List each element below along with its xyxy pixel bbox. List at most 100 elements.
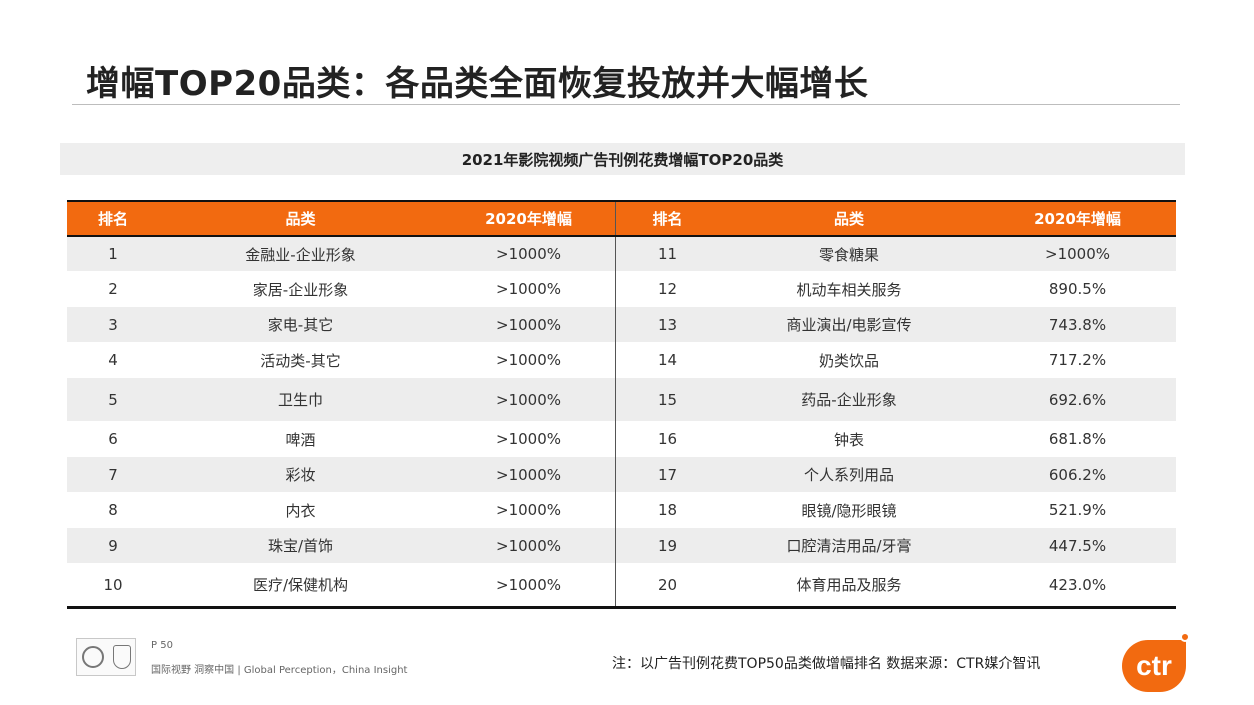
rank-cell: 12 bbox=[657, 280, 678, 298]
growth-cell: >1000% bbox=[496, 575, 561, 594]
category-cell: 家居-企业形象 bbox=[252, 280, 349, 299]
growth-cell: >1000% bbox=[496, 501, 561, 519]
growth-cell: 692.6% bbox=[1048, 390, 1107, 409]
table-bottom-rule bbox=[67, 606, 1176, 609]
category-cell: 卫生巾 bbox=[277, 391, 323, 409]
column-divider bbox=[615, 271, 616, 307]
rank-cell: 2 bbox=[108, 280, 118, 298]
column-divider bbox=[615, 457, 616, 492]
growth-cell: 717.2% bbox=[1048, 351, 1107, 369]
page-title: 增幅TOP20品类：各品类全面恢复投放并大幅增长 bbox=[86, 64, 869, 104]
category-cell: 活动类-其它 bbox=[260, 351, 341, 370]
table-row: 4 活动类-其它 >1000% 14 奶类饮品 717.2% bbox=[67, 342, 1176, 378]
category-cell: 药品-企业形象 bbox=[801, 391, 897, 409]
growth-cell: >1000% bbox=[496, 536, 561, 555]
header-category-left: 品类 bbox=[285, 210, 316, 228]
category-cell: 零食糖果 bbox=[818, 245, 879, 264]
growth-cell: >1000% bbox=[496, 280, 561, 298]
rank-cell: 17 bbox=[657, 465, 678, 484]
rank-cell: 19 bbox=[657, 536, 678, 555]
footer-tagline: 国际视野 洞察中国 | Global Perception，China Insi… bbox=[151, 665, 408, 676]
rank-cell: 7 bbox=[108, 465, 118, 484]
category-cell: 奶类饮品 bbox=[818, 351, 879, 370]
table-row: 5 卫生巾 >1000% 15 药品-企业形象 692.6% bbox=[67, 378, 1176, 421]
column-divider bbox=[615, 378, 616, 421]
table-row: 6 啤酒 >1000% 16 钟表 681.8% bbox=[67, 421, 1176, 457]
category-cell: 机动车相关服务 bbox=[796, 280, 902, 299]
table-header: 排名 品类 2020年增幅 排名 品类 2020年增幅 bbox=[67, 200, 1176, 237]
growth-cell: >1000% bbox=[1045, 245, 1110, 263]
column-divider bbox=[615, 202, 616, 235]
header-rank-left: 排名 bbox=[97, 210, 128, 228]
column-divider bbox=[615, 237, 616, 271]
rank-cell: 5 bbox=[108, 390, 118, 409]
column-divider bbox=[615, 342, 616, 378]
table-row: 7 彩妆 >1000% 17 个人系列用品 606.2% bbox=[67, 457, 1176, 492]
table-row: 3 家电-其它 >1000% 13 商业演出/电影宣传 743.8% bbox=[67, 307, 1176, 342]
ctr-logo-dot bbox=[1180, 632, 1190, 642]
growth-cell: 606.2% bbox=[1048, 465, 1107, 484]
table-row: 8 内衣 >1000% 18 眼镜/隐形眼镜 521.9% bbox=[67, 492, 1176, 528]
rank-cell: 20 bbox=[657, 575, 678, 594]
title-divider bbox=[72, 104, 1180, 105]
growth-cell: 521.9% bbox=[1048, 501, 1107, 519]
growth-cell: >1000% bbox=[496, 430, 561, 448]
ranking-table: 排名 品类 2020年增幅 排名 品类 2020年增幅 1 金融业-企业形象 >… bbox=[67, 200, 1176, 609]
table-body: 1 金融业-企业形象 >1000% 11 零食糖果 >1000% 2 家居-企业… bbox=[67, 237, 1176, 606]
rank-cell: 10 bbox=[103, 575, 123, 594]
rank-cell: 13 bbox=[657, 315, 678, 334]
category-cell: 体育用品及服务 bbox=[796, 576, 902, 594]
growth-cell: >1000% bbox=[496, 351, 561, 369]
growth-cell: 743.8% bbox=[1048, 315, 1107, 334]
growth-cell: >1000% bbox=[496, 245, 561, 263]
header-growth-right: 2020年增幅 bbox=[1034, 210, 1121, 228]
page-number: P 50 bbox=[151, 640, 173, 651]
rank-cell: 1 bbox=[108, 245, 118, 263]
header-rank-right: 排名 bbox=[652, 210, 683, 228]
table-row: 10 医疗/保健机构 >1000% 20 体育用品及服务 423.0% bbox=[67, 563, 1176, 606]
source-note: 注：以广告刊例花费TOP50品类做增幅排名 数据来源：CTR媒介智讯 bbox=[612, 656, 1041, 672]
category-cell: 内衣 bbox=[285, 501, 316, 520]
category-cell: 商业演出/电影宣传 bbox=[786, 316, 912, 334]
ctr-logo-icon: ctr bbox=[1122, 632, 1190, 692]
header-category-right: 品类 bbox=[833, 210, 864, 228]
category-cell: 个人系列用品 bbox=[803, 466, 894, 484]
column-divider bbox=[615, 421, 616, 457]
seal-shield-icon bbox=[112, 645, 131, 669]
growth-cell: 681.8% bbox=[1048, 430, 1107, 448]
category-cell: 钟表 bbox=[833, 430, 864, 449]
rank-cell: 16 bbox=[657, 430, 678, 448]
certification-seal-icon bbox=[76, 638, 136, 676]
header-growth-left: 2020年增幅 bbox=[485, 210, 572, 228]
table-row: 9 珠宝/首饰 >1000% 19 口腔清洁用品/牙膏 447.5% bbox=[67, 528, 1176, 563]
growth-cell: >1000% bbox=[496, 315, 561, 334]
growth-cell: >1000% bbox=[496, 465, 561, 484]
column-divider bbox=[615, 528, 616, 563]
category-cell: 珠宝/首饰 bbox=[267, 537, 334, 555]
growth-cell: 890.5% bbox=[1048, 280, 1107, 298]
growth-cell: >1000% bbox=[496, 390, 561, 409]
growth-cell: 423.0% bbox=[1048, 575, 1107, 594]
rank-cell: 15 bbox=[657, 390, 678, 409]
category-cell: 眼镜/隐形眼镜 bbox=[801, 501, 897, 520]
category-cell: 彩妆 bbox=[285, 466, 316, 484]
rank-cell: 14 bbox=[657, 351, 678, 369]
rank-cell: 11 bbox=[657, 245, 678, 263]
column-divider bbox=[615, 563, 616, 606]
table-row: 2 家居-企业形象 >1000% 12 机动车相关服务 890.5% bbox=[67, 271, 1176, 307]
category-cell: 口腔清洁用品/牙膏 bbox=[786, 537, 912, 555]
rank-cell: 9 bbox=[108, 536, 118, 555]
table-caption-text: 2021年影院视频广告刊例花费增幅TOP20品类 bbox=[461, 150, 784, 169]
ctr-logo-mark: ctr bbox=[1122, 640, 1186, 692]
rank-cell: 18 bbox=[657, 501, 678, 519]
category-cell: 家电-其它 bbox=[267, 316, 334, 334]
column-divider bbox=[615, 492, 616, 528]
growth-cell: 447.5% bbox=[1048, 536, 1107, 555]
seal-circle-icon bbox=[81, 646, 104, 668]
table-caption: 2021年影院视频广告刊例花费增幅TOP20品类 bbox=[60, 143, 1185, 175]
category-cell: 金融业-企业形象 bbox=[245, 245, 356, 264]
category-cell: 医疗/保健机构 bbox=[252, 576, 349, 594]
column-divider bbox=[615, 307, 616, 342]
rank-cell: 8 bbox=[108, 501, 118, 519]
rank-cell: 6 bbox=[108, 430, 118, 448]
